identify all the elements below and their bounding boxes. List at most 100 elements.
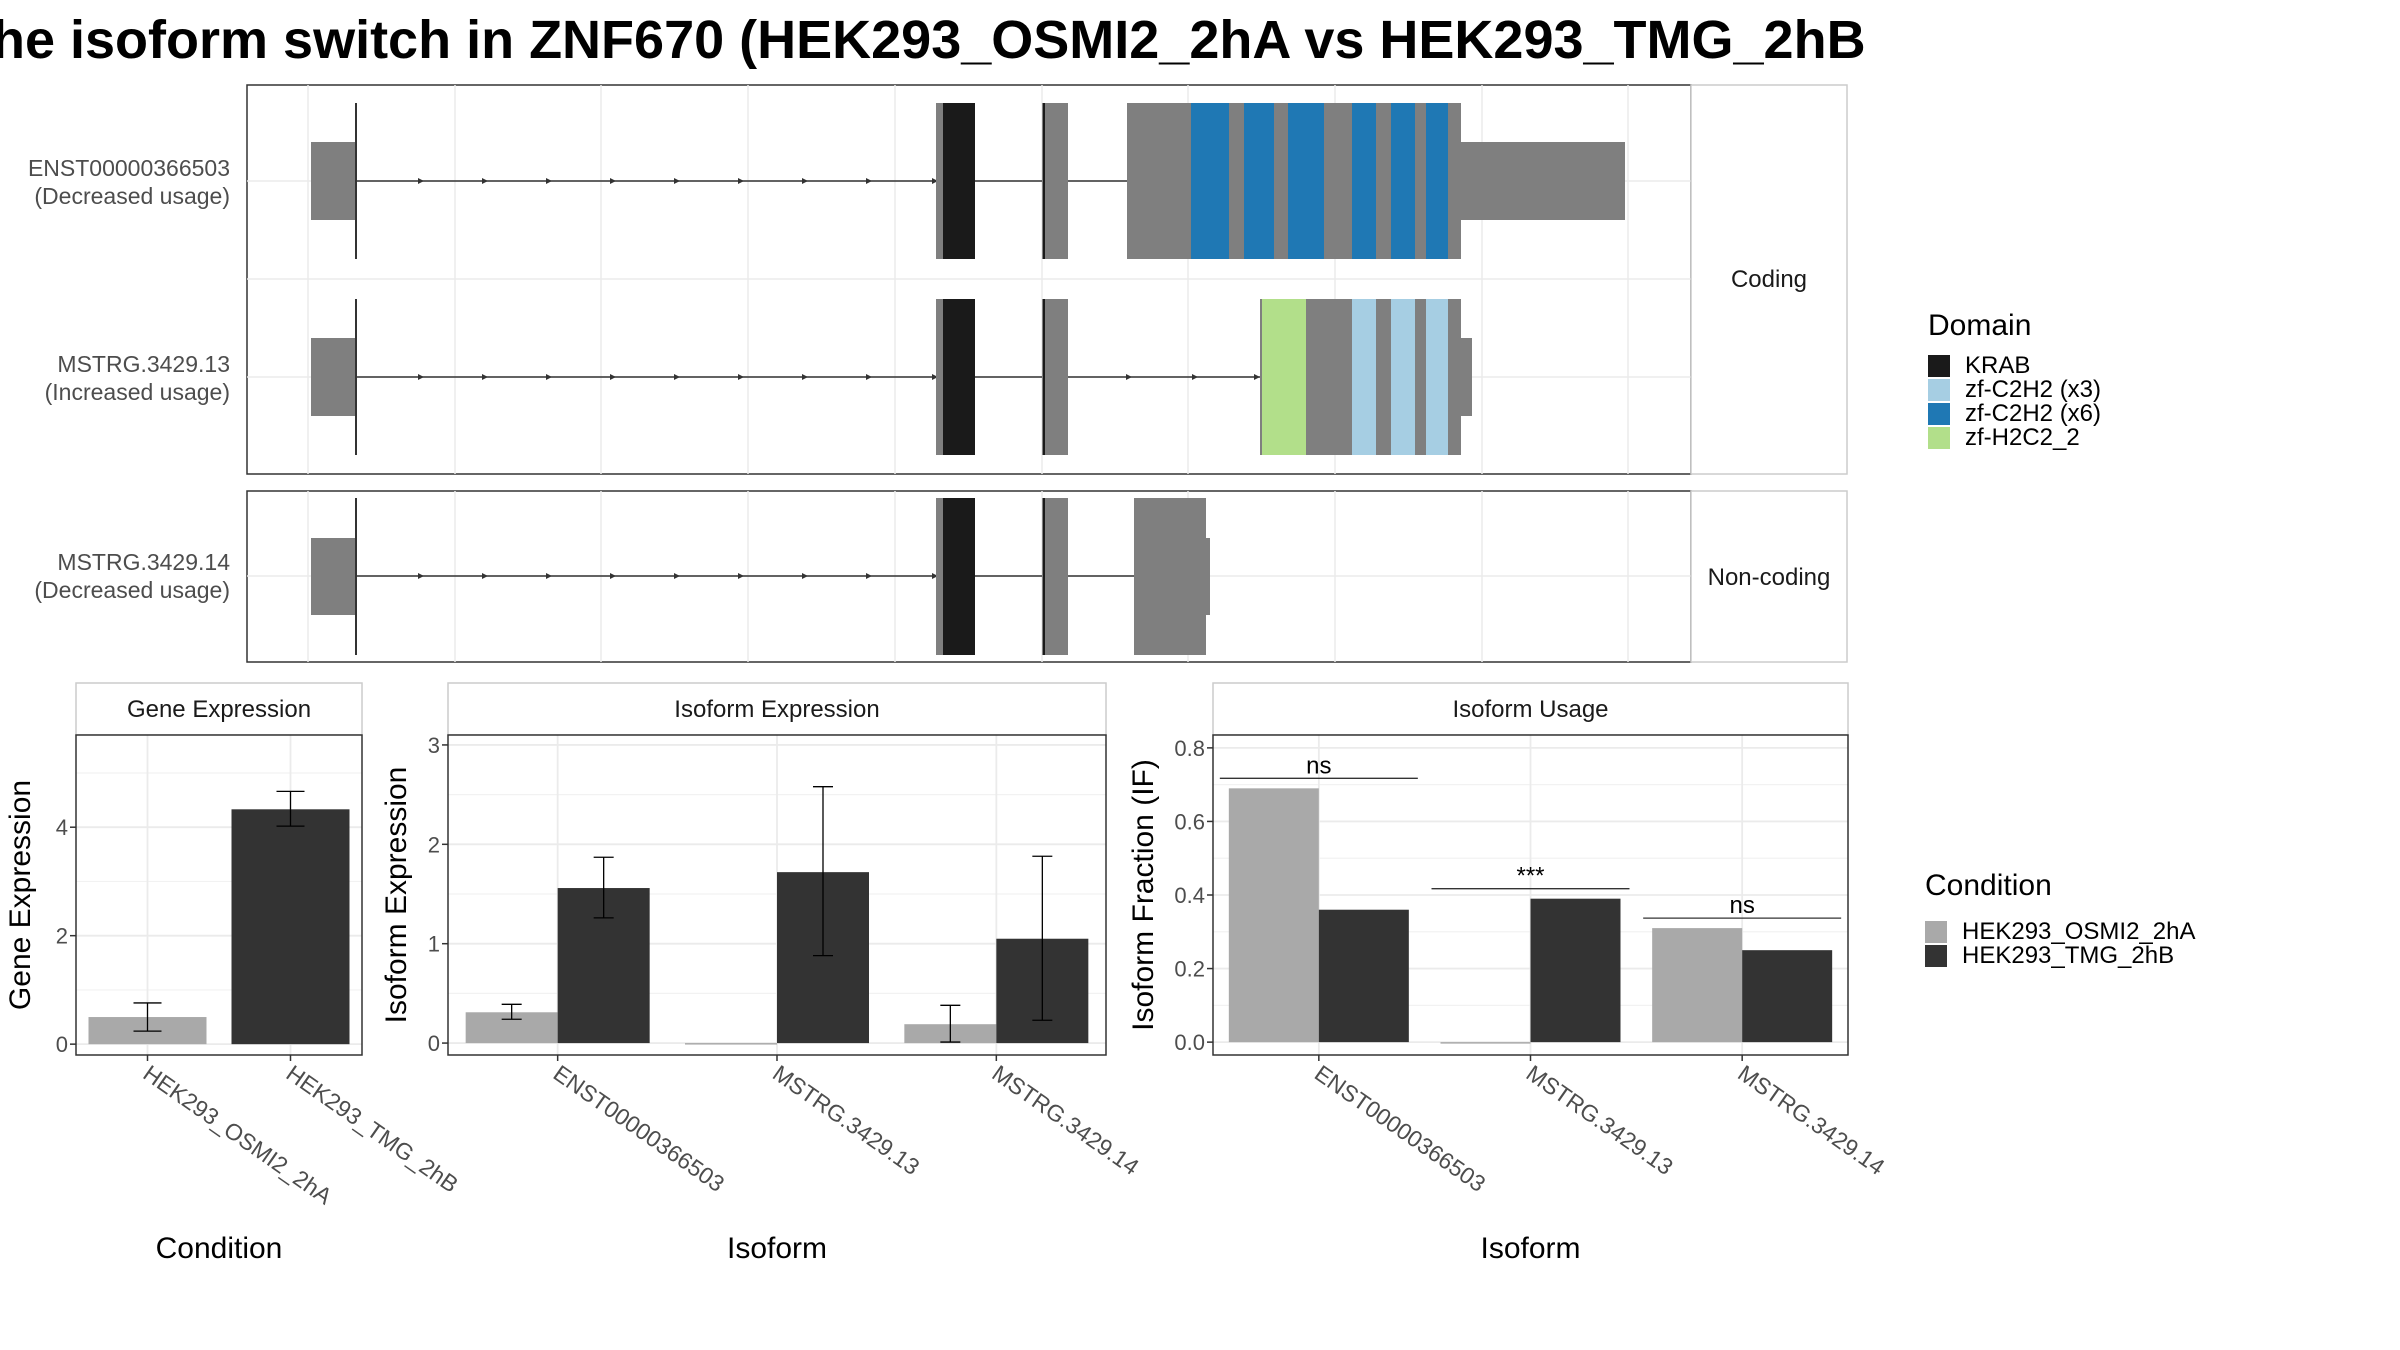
intron-arrows	[418, 374, 1260, 380]
isoform-usage-chart: Isoform Usage ns *** ns 0.0 0.2 0.4 0.6 0.8 ENST0…	[1127, 682, 1890, 1265]
krab-domain	[943, 299, 975, 455]
x-tick-label: MSTRG.3429.14	[1733, 1060, 1889, 1180]
tss-marker	[355, 299, 357, 455]
y-axis-label: Isoform Expression	[380, 767, 413, 1024]
exon-utr	[311, 538, 356, 615]
legend-label: zf-H2C2_2	[1965, 424, 2080, 451]
figure-title: he isoform switch in ZNF670 (HEK293_OSMI…	[0, 10, 1866, 70]
krab-domain	[943, 498, 975, 655]
bar	[1742, 950, 1833, 1043]
exon	[1134, 498, 1206, 655]
intron-arrows	[418, 178, 938, 184]
bar	[1318, 909, 1409, 1043]
panel-border	[75, 734, 363, 1056]
exon-boundary	[1043, 103, 1045, 259]
y-tick-label: 0	[428, 1031, 440, 1056]
y-tick-label: 0.2	[1174, 957, 1205, 982]
legend-key	[1925, 945, 1947, 967]
exon-utr	[1461, 142, 1625, 220]
legend-label: KRAB	[1965, 352, 2030, 379]
tss-marker	[355, 103, 357, 259]
x-axis-label: Condition	[156, 1232, 283, 1265]
y-axis-label: Gene Expression	[4, 780, 37, 1010]
zf-c2h2-x6-domain	[1244, 103, 1274, 259]
legend-key	[1928, 427, 1950, 449]
panel-title: Isoform Usage	[1452, 696, 1608, 723]
bar	[1530, 898, 1621, 1043]
zf-c2h2-x3-domain	[1352, 299, 1376, 455]
y-tick-label: 3	[428, 733, 440, 758]
x-tick-label: ENST00000366503	[1310, 1060, 1490, 1197]
coding-strip	[1690, 84, 1848, 475]
exon-utr	[1205, 538, 1210, 615]
x-tick-label: MSTRG.3429.14	[987, 1060, 1143, 1180]
zf-c2h2-x6-domain	[1191, 103, 1229, 259]
krab-domain	[943, 103, 975, 259]
zf-c2h2-x3-domain	[1426, 299, 1448, 455]
significance-label: ns	[1306, 752, 1331, 779]
exon	[1042, 103, 1068, 259]
isoform-labels: ENST00000366503 (Decreased usage) MSTRG.…	[28, 155, 230, 603]
y-tick-label: 1	[428, 932, 440, 957]
y-tick-label: 2	[428, 832, 440, 857]
isoform-structure-plot: Coding	[28, 84, 1848, 663]
significance-label: ns	[1729, 892, 1754, 919]
y-tick-label: 0.8	[1174, 736, 1205, 761]
exon	[1042, 299, 1068, 455]
isoform-MSTRG.3429.14	[311, 498, 1210, 655]
y-axis-label: Isoform Fraction (IF)	[1127, 759, 1160, 1031]
exon-boundary	[1043, 299, 1045, 455]
legend-label: zf-C2H2 (x6)	[1965, 400, 2101, 427]
isoform-label-id: MSTRG.3429.13	[57, 351, 230, 377]
y-tick-label: 0.0	[1174, 1030, 1205, 1055]
noncoding-strip	[1690, 490, 1848, 663]
y-tick-label: 2	[56, 924, 68, 949]
intron-arrows	[418, 573, 938, 579]
y-tick-label: 0.4	[1174, 883, 1205, 908]
zf-c2h2-x3-domain	[1391, 299, 1415, 455]
panel-strip	[1212, 682, 1849, 736]
y-tick-label: 4	[56, 815, 68, 840]
panel-title: Isoform Expression	[674, 696, 879, 723]
isoform-label-note: (Increased usage)	[45, 379, 230, 405]
isoform-label-id: MSTRG.3429.14	[57, 549, 230, 575]
legend-key	[1928, 379, 1950, 401]
bar	[231, 809, 350, 1045]
zf-c2h2-x6-domain	[1391, 103, 1415, 259]
domain-legend-title: Domain	[1928, 309, 2031, 342]
bar	[1228, 788, 1319, 1043]
legend-label: HEK293_OSMI2_2hA	[1962, 918, 2195, 945]
condition-legend-title: Condition	[1925, 869, 2052, 902]
y-tick-label: 0.6	[1174, 809, 1205, 834]
legend-key	[1925, 921, 1947, 943]
exon	[1042, 498, 1068, 655]
zf-h2c2-2-domain	[1262, 299, 1306, 455]
isoform-MSTRG.3429.13	[311, 299, 1472, 455]
bar	[685, 1043, 777, 1045]
isoform-ENST00000366503	[311, 103, 1625, 259]
panel-strip	[447, 682, 1107, 736]
legend-key	[1928, 355, 1950, 377]
panel-title: Gene Expression	[127, 696, 311, 723]
zf-c2h2-x6-domain	[1288, 103, 1324, 259]
zf-c2h2-x6-domain	[1352, 103, 1376, 259]
exon	[936, 299, 944, 455]
isoform-expression-chart: Isoform Expression 0 1 2 3 ENST00000366503 MST…	[380, 682, 1144, 1265]
x-tick-label: MSTRG.3429.13	[1522, 1060, 1678, 1180]
y-tick-label: 0	[56, 1032, 68, 1057]
legend-label: HEK293_TMG_2hB	[1962, 942, 2174, 969]
exon	[936, 103, 944, 259]
exon-utr	[311, 142, 356, 220]
exon-boundary	[1043, 498, 1045, 655]
significance-label: ***	[1516, 863, 1544, 890]
zf-c2h2-x6-domain	[1426, 103, 1448, 259]
isoform-label-note: (Decreased usage)	[34, 577, 230, 603]
tss-marker	[355, 498, 357, 655]
legend-key	[1928, 403, 1950, 425]
x-axis-label: Isoform	[1480, 1232, 1580, 1265]
bar	[1652, 928, 1743, 1043]
x-tick-label: ENST00000366503	[549, 1060, 729, 1197]
